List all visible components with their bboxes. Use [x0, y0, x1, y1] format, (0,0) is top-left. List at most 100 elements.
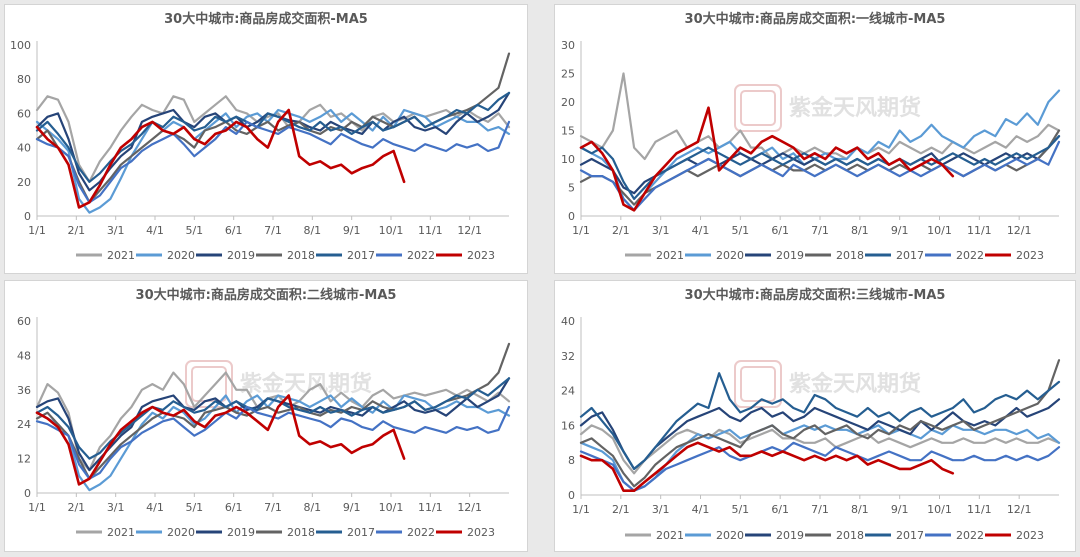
legend-label: 2023 — [467, 526, 495, 539]
x-tick-label: 3/1 — [652, 503, 670, 516]
legend-item-2017: 2017 — [316, 526, 375, 539]
x-tick-label: 5/1 — [731, 224, 749, 237]
y-tick-label: 20 — [561, 96, 575, 109]
x-tick-label: 7/1 — [264, 224, 282, 237]
x-tick-label: 5/1 — [185, 501, 203, 514]
chart-svg: 30大中城市:商品房成交面积-MA5 0 20 40 60 80 100 1/1 2/1 3/1 4… — [10, 11, 511, 262]
y-tick-label: 16 — [561, 419, 575, 432]
legend-item-2022: 2022 — [376, 249, 435, 262]
x-tick-label: 7/1 — [811, 503, 829, 516]
chart-panel-top-left: 30大中城市:商品房成交面积-MA5 0 20 40 60 80 100 1/1 2/1 3/1 4… — [4, 4, 528, 274]
legend-label: 2017 — [896, 249, 924, 262]
x-tick-label: 10/1 — [379, 224, 404, 237]
legend-label: 2022 — [407, 249, 435, 262]
chart-title: 30大中城市:商品房成交面积:二线城市-MA5 — [136, 287, 397, 303]
y-tick-label: 40 — [561, 315, 575, 328]
series-line-2017 — [579, 135, 1061, 200]
x-tick-label: 4/1 — [146, 224, 164, 237]
legend-item-2022: 2022 — [925, 249, 984, 262]
x-tick-label: 4/1 — [692, 224, 710, 237]
legend-label: 2020 — [716, 529, 744, 542]
x-tick-label: 5/1 — [731, 503, 749, 516]
x-tick-label: 9/1 — [891, 503, 909, 516]
y-tick-label: 0 — [568, 210, 575, 223]
y-tick-label: 60 — [17, 107, 31, 120]
legend-label: 2022 — [407, 526, 435, 539]
legend-item-2022: 2022 — [925, 529, 984, 542]
x-tick-label: 5/1 — [185, 224, 203, 237]
x-tick-label: 11/1 — [418, 224, 443, 237]
chart-title: 30大中城市:商品房成交面积:一线城市-MA5 — [685, 11, 946, 27]
y-tick-label: 36 — [17, 384, 31, 397]
series-line-2021 — [579, 424, 1061, 475]
legend-label: 2023 — [1016, 529, 1044, 542]
x-tick-label: 2/1 — [612, 503, 630, 516]
x-tick-label: 1/1 — [28, 224, 46, 237]
series-line-2019 — [35, 91, 511, 192]
watermark-logo: 紫金天风期货 — [734, 84, 921, 132]
x-tick-label: 10/1 — [927, 224, 952, 237]
legend-item-2019: 2019 — [196, 526, 255, 539]
y-tick-label: 8 — [568, 454, 575, 467]
legend-item-2021: 2021 — [625, 529, 684, 542]
x-tick-label: 12/1 — [1007, 224, 1032, 237]
x-tick-label: 4/1 — [146, 501, 164, 514]
y-tick-label: 15 — [561, 125, 575, 138]
chart-title: 30大中城市:商品房成交面积-MA5 — [164, 11, 368, 27]
legend-label: 2023 — [467, 249, 495, 262]
series-line-2023 — [579, 106, 955, 212]
legend-item-2019: 2019 — [196, 249, 255, 262]
legend-label: 2017 — [347, 249, 375, 262]
legend-item-2019: 2019 — [745, 529, 804, 542]
watermark-logo: 紫金天风期货 — [734, 360, 921, 408]
legend-item-2020: 2020 — [136, 249, 195, 262]
y-tick-label: 0 — [24, 210, 31, 223]
x-tick-label: 8/1 — [851, 224, 869, 237]
legend-item-2018: 2018 — [805, 249, 864, 262]
legend-label: 2023 — [1016, 249, 1044, 262]
legend-label: 2017 — [347, 526, 375, 539]
y-tick-label: 10 — [561, 153, 575, 166]
legend-item-2021: 2021 — [76, 249, 135, 262]
y-tick-label: 0 — [24, 487, 31, 500]
legend-label: 2021 — [107, 526, 135, 539]
x-tick-label: 12/1 — [1007, 503, 1032, 516]
series-line-2023 — [35, 108, 406, 209]
series-line-2020 — [35, 394, 511, 492]
x-tick-label: 3/1 — [107, 224, 125, 237]
chart-panel-bottom-left: 30大中城市:商品房成交面积:二线城市-MA5 紫金天风期货 0 12 24 36 48 60… — [4, 280, 528, 552]
series-line-2022 — [579, 441, 1061, 492]
legend-label: 2020 — [167, 526, 195, 539]
legend-item-2018: 2018 — [256, 249, 315, 262]
y-tick-label: 60 — [17, 315, 31, 328]
x-tick-label: 7/1 — [811, 224, 829, 237]
x-tick-label: 8/1 — [303, 224, 321, 237]
watermark-text: 紫金天风期货 — [789, 95, 921, 121]
x-tick-label: 10/1 — [379, 501, 404, 514]
y-tick-label: 24 — [561, 385, 575, 398]
legend-item-2021: 2021 — [625, 249, 684, 262]
x-tick-label: 1/1 — [572, 224, 590, 237]
x-tick-label: 2/1 — [67, 501, 85, 514]
y-tick-label: 12 — [17, 453, 31, 466]
y-tick-label: 25 — [561, 68, 575, 81]
legend-item-2019: 2019 — [745, 249, 804, 262]
series-line-2023 — [35, 394, 406, 486]
legend-item-2018: 2018 — [805, 529, 864, 542]
legend-label: 2021 — [656, 249, 684, 262]
legend-label: 2019 — [227, 526, 255, 539]
x-tick-label: 6/1 — [225, 224, 243, 237]
x-tick-label: 9/1 — [343, 501, 361, 514]
y-tick-label: 40 — [17, 142, 31, 155]
legend-item-2017: 2017 — [865, 249, 924, 262]
x-tick-label: 6/1 — [771, 224, 789, 237]
series-line-2023 — [579, 441, 955, 492]
chart-panel-bottom-right: 30大中城市:商品房成交面积:三线城市-MA5 紫金天风期货 0 8 16 24 32 40 1… — [554, 280, 1076, 552]
chart-svg: 30大中城市:商品房成交面积:三线城市-MA5 紫金天风期货 0 8 16 24 32 40 1… — [561, 287, 1061, 542]
x-tick-label: 12/1 — [457, 501, 482, 514]
x-tick-label: 3/1 — [107, 501, 125, 514]
x-tick-label: 1/1 — [28, 501, 46, 514]
legend-label: 2018 — [287, 249, 315, 262]
legend-item-2022: 2022 — [376, 526, 435, 539]
legend-label: 2019 — [776, 249, 804, 262]
